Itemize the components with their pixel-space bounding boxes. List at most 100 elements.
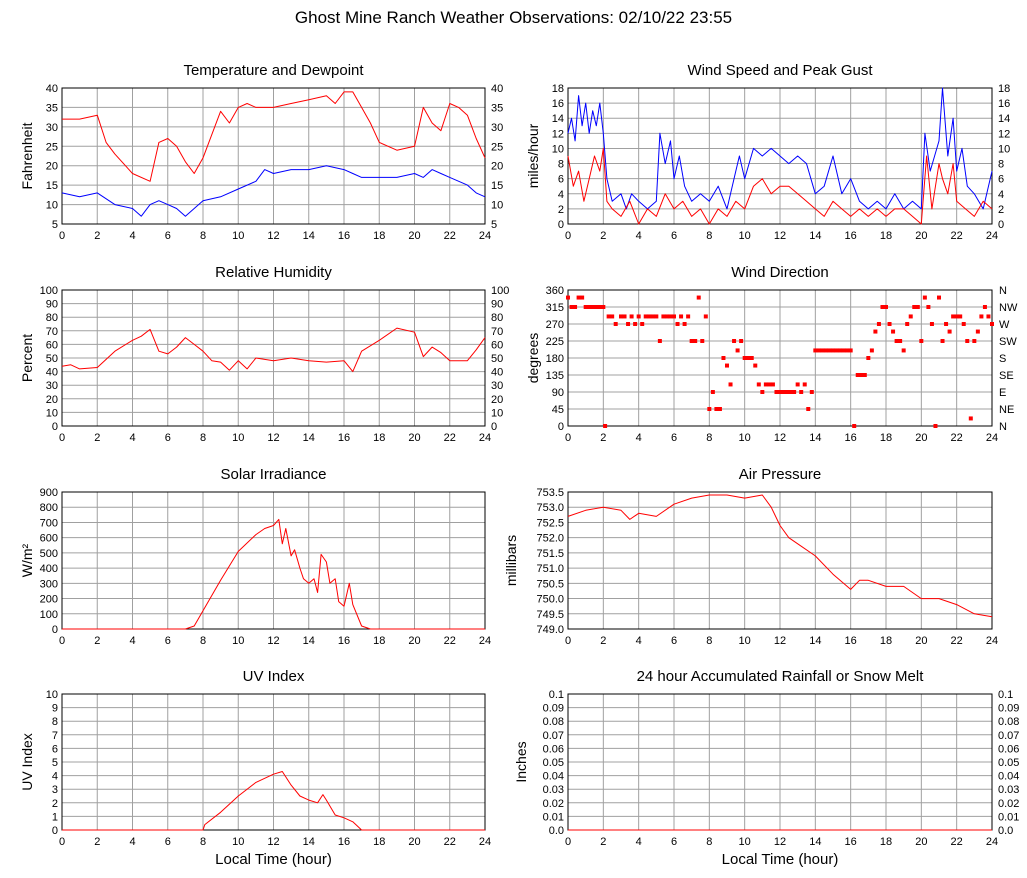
y-tick-label-right: 50 — [491, 353, 503, 365]
x-tick-label: 14 — [809, 635, 821, 647]
wind-direction-point — [594, 305, 599, 309]
x-tick-label: 20 — [915, 432, 927, 444]
wind-direction-point — [735, 348, 740, 353]
y-tick-label-right: 40 — [491, 367, 503, 379]
wind-direction-point — [933, 424, 938, 428]
wind-direction-point — [739, 339, 744, 343]
wind-direction-point — [710, 390, 715, 394]
chart-title: Wind Speed and Peak Gust — [687, 62, 873, 79]
wind-direction-point — [823, 348, 828, 353]
x-axis-label: Local Time (hour) — [215, 851, 332, 868]
y-tick-label: 0 — [52, 825, 58, 837]
y-tick-label: 300 — [40, 578, 58, 590]
wind-direction-point — [937, 295, 941, 300]
compass-label: N — [999, 285, 1007, 297]
wind-direction-point — [919, 339, 924, 343]
y-tick-label: 0.02 — [543, 798, 564, 810]
x-tick-label: 4 — [129, 635, 135, 647]
wind-direction-point — [915, 305, 920, 309]
wind-direction-point — [848, 348, 853, 353]
wind-direction-point — [869, 348, 874, 353]
y-tick-label: 1 — [52, 811, 58, 823]
y-tick-label: 0.08 — [543, 716, 564, 728]
x-tick-label: 14 — [303, 230, 315, 242]
wind-direction-point — [894, 339, 899, 343]
y-tick-label: 8 — [52, 716, 58, 728]
wind-direction-point — [965, 339, 970, 343]
wind-direction-point — [958, 314, 963, 319]
y-tick-label-right: 20 — [491, 161, 503, 173]
y-tick-label: 700 — [40, 517, 58, 529]
chart-title: UV Index — [243, 668, 305, 685]
x-tick-label: 18 — [880, 432, 892, 444]
y-tick-label: 100 — [40, 285, 58, 297]
x-tick-label: 18 — [373, 635, 385, 647]
y-tick-label: 50 — [46, 353, 58, 365]
compass-label: W — [999, 319, 1010, 331]
y-tick-label: 800 — [40, 502, 58, 514]
series-line-uv-0 — [62, 771, 485, 831]
x-tick-label: 6 — [165, 230, 171, 242]
y-tick-label-right: 0 — [491, 421, 497, 433]
wind-direction-point — [986, 314, 991, 319]
wind-direction-point — [636, 314, 641, 319]
y-tick-label: 752.5 — [536, 517, 564, 529]
x-tick-label: 12 — [267, 432, 279, 444]
y-tick-label-right: 0.09 — [998, 703, 1019, 715]
wind-direction-point — [968, 416, 973, 421]
wind-direction-point — [643, 314, 648, 319]
x-tick-label: 0 — [565, 836, 571, 848]
y-tick-label: 751.0 — [536, 563, 564, 575]
x-tick-label: 22 — [951, 635, 963, 647]
wind-direction-point — [802, 382, 807, 387]
x-tick-label: 24 — [479, 635, 491, 647]
y-tick-label: 2 — [52, 798, 58, 810]
y-tick-label-right: 0.01 — [998, 811, 1019, 823]
wind-direction-point — [576, 295, 581, 300]
wind-direction-point — [820, 348, 825, 353]
chart-title: Solar Irradiance — [221, 466, 327, 483]
x-tick-label: 8 — [706, 836, 712, 848]
plot-frame — [61, 87, 486, 225]
wind-direction-point — [610, 314, 615, 319]
y-tick-label: 40 — [46, 83, 58, 95]
x-tick-label: 8 — [706, 635, 712, 647]
wind-direction-point — [657, 339, 662, 343]
wind-direction-point — [597, 305, 602, 309]
wind-direction-point — [746, 356, 751, 360]
y-tick-label: 0.0 — [549, 825, 564, 837]
y-tick-label: 751.5 — [536, 548, 564, 560]
y-tick-label: 753.0 — [536, 502, 564, 514]
wind-direction-point — [901, 348, 906, 353]
wind-direction-point — [887, 322, 892, 326]
y-tick-label-right: 16 — [998, 98, 1010, 110]
wind-direction-point — [866, 356, 871, 360]
wind-direction-point — [742, 356, 747, 360]
x-tick-label: 22 — [444, 836, 456, 848]
y-tick-label: 90 — [552, 387, 564, 399]
x-tick-label: 4 — [636, 432, 642, 444]
y-tick-label: 0.03 — [543, 784, 564, 796]
y-axis-label: miles/hour — [525, 123, 541, 188]
x-tick-label: 20 — [408, 230, 420, 242]
y-axis-label: W/m² — [19, 543, 35, 577]
y-tick-label: 25 — [46, 141, 58, 153]
y-tick-label: 0 — [558, 219, 564, 231]
x-tick-label: 8 — [200, 432, 206, 444]
x-tick-label: 18 — [373, 230, 385, 242]
wind-direction-point — [753, 363, 758, 368]
y-tick-label: 30 — [46, 122, 58, 134]
y-tick-label-right: 2 — [998, 204, 1004, 216]
wind-direction-point — [795, 382, 800, 387]
y-tick-label: 752.0 — [536, 533, 564, 545]
y-tick-label: 45 — [552, 404, 564, 416]
y-tick-label: 270 — [546, 319, 564, 331]
y-tick-label: 6 — [52, 743, 58, 755]
wind-direction-point — [590, 305, 595, 309]
y-axis-label: degrees — [525, 333, 541, 384]
x-tick-label: 24 — [479, 836, 491, 848]
wind-direction-point — [785, 390, 790, 394]
y-tick-label-right: 8 — [998, 159, 1004, 171]
wind-direction-point — [838, 348, 843, 353]
wind-direction-point — [725, 363, 729, 368]
